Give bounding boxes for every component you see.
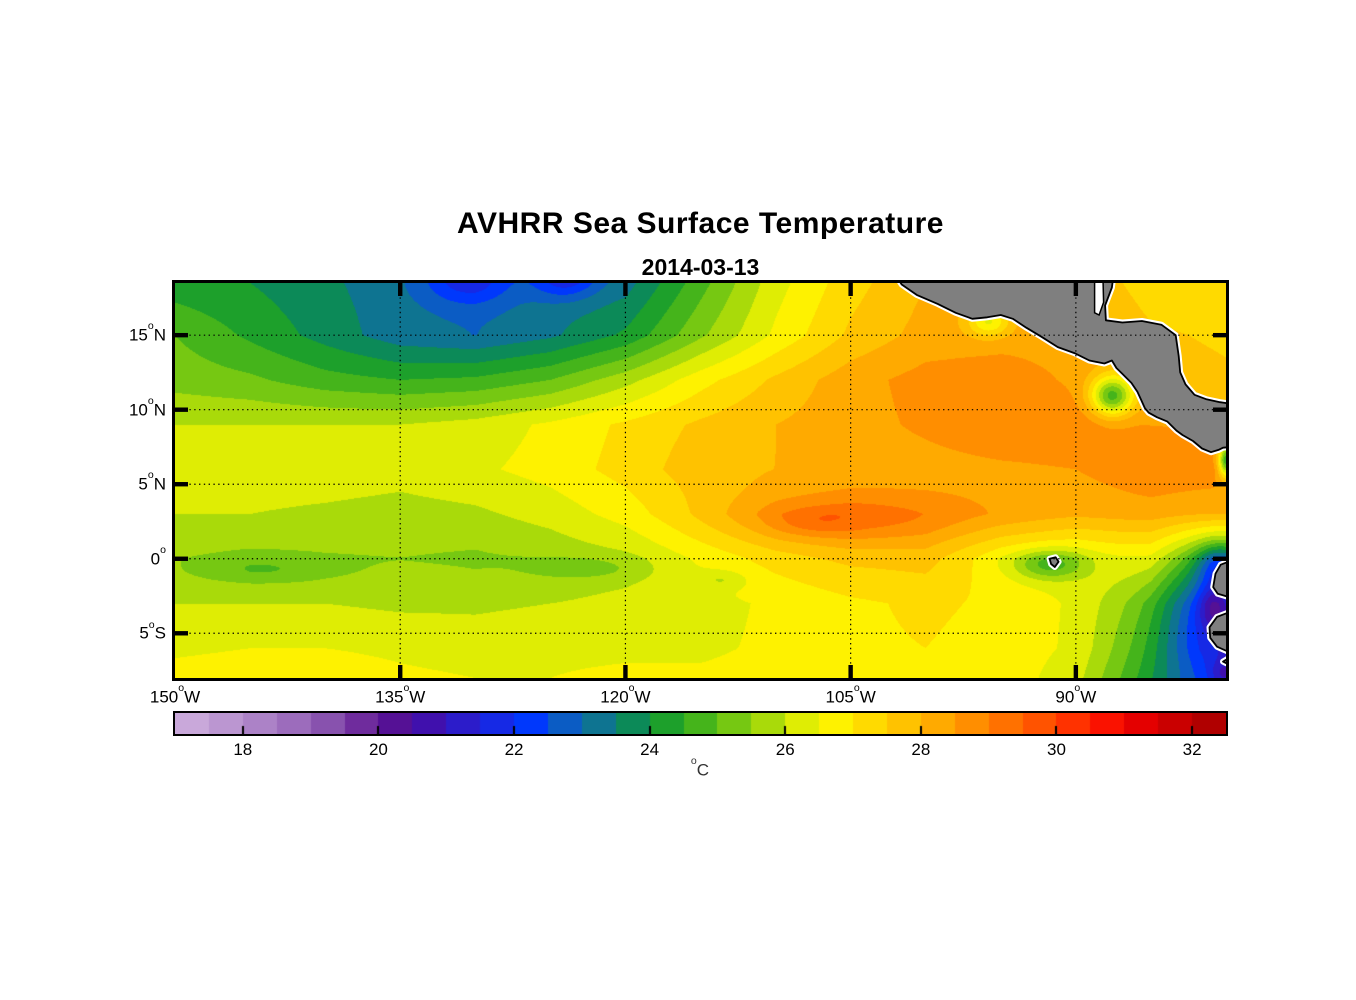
- colorbar-tick-label-32: 32: [1182, 740, 1202, 759]
- tick-left-10N: [175, 407, 188, 412]
- central-america-landmass: [899, 283, 1226, 454]
- x-axis-label-135W: 135oW: [375, 682, 426, 707]
- galapagos-islands-landmass: [1048, 556, 1060, 568]
- land-layer: [897, 283, 1226, 667]
- tick-right-5N: [1213, 482, 1226, 487]
- colorbar-tick-label-18: 18: [233, 740, 253, 759]
- x-axis-label-120W: 120oW: [600, 682, 651, 707]
- tick-right-0: [1213, 556, 1226, 561]
- tick-right-10N: [1213, 407, 1226, 412]
- colorbar-tick-label-22: 22: [504, 740, 524, 759]
- y-axis-label-10N: 10oN: [128, 394, 166, 420]
- map-overlay: [175, 283, 1226, 678]
- colorbar-tick-label-28: 28: [911, 740, 931, 759]
- tick-right-15N: [1213, 332, 1226, 338]
- sst-heatmap-canvas: [175, 283, 1226, 678]
- tick-bottom-105W: [848, 665, 853, 678]
- tick-right-5S: [1213, 631, 1226, 636]
- tick-bottom-90W: [1073, 665, 1079, 678]
- y-axis-label-0eq: 0o: [150, 544, 166, 569]
- south-america-ecuador-landmass: [1212, 561, 1226, 598]
- tick-top-105W: [848, 283, 853, 296]
- tick-left-15N: [175, 332, 188, 338]
- tick-left-0: [175, 556, 188, 561]
- x-axis-label-105W: 105oW: [825, 682, 876, 707]
- sst-map: [172, 280, 1229, 681]
- x-axis-label-90W: 90oW: [1055, 682, 1097, 707]
- tick-top-120W: [623, 283, 628, 296]
- colorbar: [173, 711, 1228, 736]
- colorbar-tick-label-24: 24: [640, 740, 660, 759]
- tick-left-5N: [175, 482, 188, 487]
- x-axis-label-150W: 150oW: [149, 682, 201, 707]
- tick-top-90W: [1073, 283, 1079, 296]
- y-axis-label-5S: 5oS: [139, 618, 166, 643]
- colorbar-tick-label-26: 26: [775, 740, 795, 759]
- figure-title: AVHRR Sea Surface Temperature: [457, 207, 944, 240]
- tick-top-135W: [398, 283, 403, 296]
- colorbar-canvas: [175, 713, 1226, 734]
- gridlines-layer: [175, 283, 1226, 678]
- figure-subtitle-date: 2014-03-13: [641, 254, 760, 280]
- y-axis-label-15N: 15oN: [128, 320, 166, 345]
- gulf-of-honduras-gap: [1093, 283, 1105, 317]
- colorbar-unit-label: oC: [690, 755, 710, 780]
- tick-bottom-120W: [623, 665, 628, 678]
- colorbar-tick-label-20: 20: [368, 740, 388, 759]
- tick-bottom-135W: [398, 665, 403, 678]
- colorbar-tick-label-30: 30: [1047, 740, 1066, 759]
- y-axis-label-5N: 5oN: [138, 469, 166, 494]
- tick-left-5S: [175, 631, 188, 636]
- axis-ticks-layer: [175, 283, 1226, 678]
- south-america-peru-tip-landmass: [1222, 658, 1226, 665]
